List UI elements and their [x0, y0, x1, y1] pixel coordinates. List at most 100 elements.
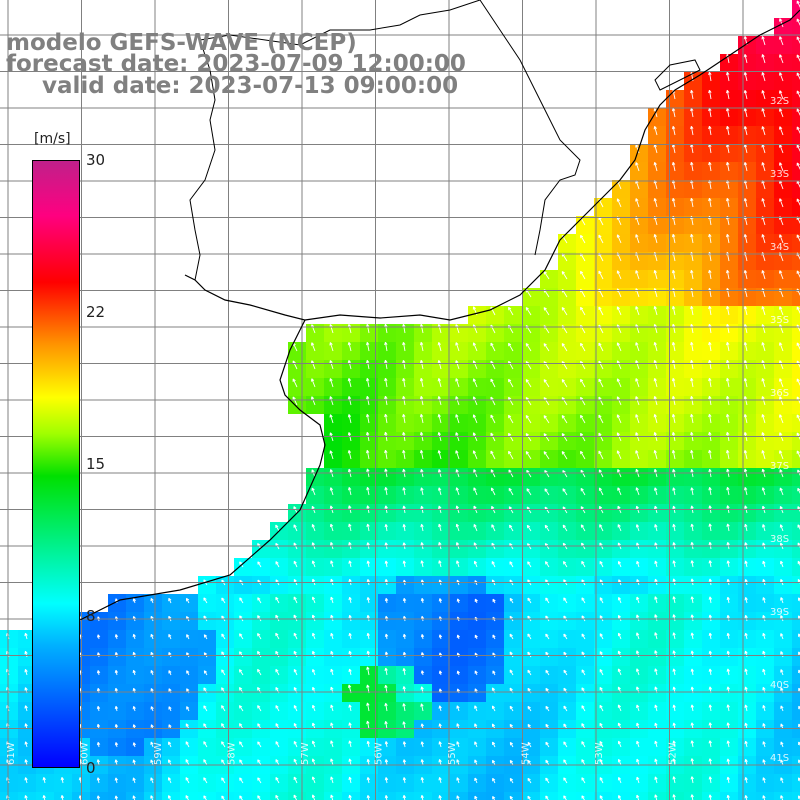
- wind-arrow: [690, 107, 694, 118]
- wind-arrow: [726, 523, 730, 532]
- latitude-label: 37S: [770, 461, 789, 472]
- wind-arrow: [293, 650, 298, 658]
- wind-arrow: [581, 705, 586, 712]
- wind-arrow: [796, 342, 800, 350]
- wind-arrow: [96, 759, 101, 766]
- wind-arrow: [616, 396, 622, 406]
- wind-arrow: [347, 414, 352, 424]
- wind-arrow: [492, 634, 496, 640]
- wind-arrow: [744, 560, 748, 568]
- wind-arrow: [581, 669, 586, 676]
- wind-arrow: [167, 777, 172, 784]
- wind-arrow: [671, 341, 676, 352]
- wind-arrow: [420, 759, 424, 766]
- wind-arrow: [329, 396, 334, 406]
- wind-arrow: [402, 777, 407, 784]
- wind-arrow: [779, 524, 784, 532]
- wind-arrow: [384, 667, 388, 676]
- wind-arrow: [492, 670, 496, 676]
- wind-arrow: [761, 162, 766, 172]
- wind-arrow: [561, 451, 568, 460]
- wind-cell: [792, 378, 800, 396]
- wind-arrow: [473, 560, 478, 568]
- wind-arrow: [636, 668, 640, 676]
- wind-arrow: [221, 759, 226, 766]
- wind-arrow: [796, 54, 800, 62]
- wind-arrow: [653, 450, 658, 460]
- wind-arrow: [726, 233, 730, 244]
- wind-arrow: [617, 560, 622, 568]
- wind-arrow: [60, 777, 65, 784]
- wind-arrow: [545, 633, 550, 640]
- wind-arrow: [796, 108, 800, 116]
- wind-arrow: [761, 54, 766, 64]
- wind-arrow: [635, 378, 640, 388]
- wind-arrow: [348, 704, 352, 712]
- wind-arrow: [384, 449, 388, 460]
- wind-arrow: [330, 668, 334, 676]
- wind-arrow: [366, 632, 370, 640]
- wind-arrow: [239, 795, 243, 800]
- wind-arrow: [563, 741, 568, 748]
- wind-arrow: [472, 378, 478, 388]
- wind-arrow: [402, 560, 406, 568]
- wind-arrow: [419, 341, 424, 352]
- wind-arrow: [456, 634, 461, 640]
- wind-arrow: [311, 740, 316, 748]
- wind-cell: [792, 648, 800, 666]
- wind-arrow: [24, 795, 28, 800]
- wind-arrow: [653, 414, 658, 424]
- wind-arrow: [672, 487, 676, 496]
- wind-cell: [792, 306, 800, 324]
- wind-cell: [234, 792, 252, 800]
- wind-arrow: [438, 598, 443, 604]
- wind-arrow: [508, 342, 514, 352]
- wind-cell: [792, 774, 800, 792]
- wind-arrow: [743, 72, 748, 82]
- wind-arrow: [545, 669, 550, 676]
- wind-arrow: [257, 759, 262, 766]
- wind-arrow: [312, 704, 316, 712]
- wind-cell: [144, 792, 162, 800]
- wind-arrow: [654, 776, 658, 784]
- wind-arrow: [779, 72, 784, 82]
- wind-arrow: [348, 614, 352, 622]
- wind-arrow: [384, 721, 388, 730]
- wind-arrow: [544, 524, 550, 532]
- wind-arrow: [744, 668, 748, 676]
- lagoon: [654, 59, 701, 91]
- wind-arrow: [455, 396, 460, 406]
- wind-arrow: [203, 615, 208, 622]
- wind-arrow: [726, 449, 730, 460]
- wind-arrow: [672, 722, 676, 730]
- wind-arrow: [24, 650, 28, 658]
- wind-cell: [792, 738, 800, 756]
- wind-arrow: [780, 741, 784, 748]
- wind-arrow: [527, 597, 532, 604]
- wind-arrow: [203, 634, 208, 640]
- wind-arrow: [330, 758, 334, 766]
- wind-arrow: [690, 377, 694, 388]
- wind-arrow: [690, 668, 694, 676]
- wind-arrow: [456, 560, 460, 568]
- wind-arrow: [635, 524, 640, 532]
- wind-arrow: [636, 632, 640, 640]
- wind-cell: [792, 702, 800, 720]
- wind-arrow: [743, 108, 748, 118]
- wind-arrow: [545, 795, 549, 800]
- wind-arrow: [653, 162, 658, 172]
- wind-arrow: [599, 633, 604, 640]
- wind-arrow: [635, 162, 640, 172]
- wind-arrow: [472, 414, 478, 424]
- wind-arrow: [311, 396, 316, 406]
- wind-arrow: [672, 523, 676, 532]
- wind-arrow: [456, 777, 460, 784]
- latitude-label: 36S: [770, 388, 789, 399]
- wind-arrow: [617, 614, 622, 622]
- wind-arrow: [780, 795, 784, 800]
- wind-arrow: [347, 360, 352, 370]
- wind-arrow: [743, 414, 748, 424]
- wind-arrow: [653, 487, 658, 496]
- wind-arrow: [437, 396, 442, 406]
- wind-arrow: [275, 596, 280, 604]
